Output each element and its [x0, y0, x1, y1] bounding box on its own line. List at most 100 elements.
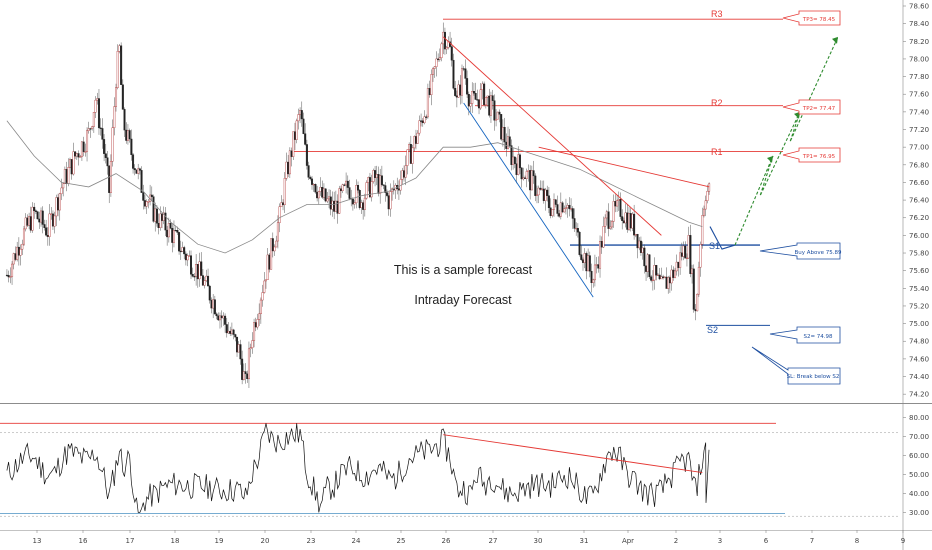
- candle-down: [420, 120, 423, 122]
- candle-down: [648, 254, 651, 277]
- sl-text: SL: Break below S2: [787, 374, 840, 380]
- candle-down: [382, 184, 385, 186]
- candle-up: [48, 213, 51, 237]
- candle-down: [515, 163, 518, 175]
- candle-up: [109, 161, 112, 193]
- candle-up: [253, 322, 256, 341]
- candle-down: [210, 299, 213, 309]
- candle-down: [150, 194, 153, 197]
- annotation-sample-forecast: This is a sample forecast: [394, 263, 533, 277]
- candle-down: [193, 276, 196, 278]
- candle-up: [496, 111, 499, 120]
- candle-down: [208, 285, 211, 301]
- candle-down: [498, 111, 501, 115]
- candle-down: [694, 309, 697, 312]
- candle-down: [343, 184, 346, 186]
- candle-down: [38, 218, 41, 223]
- candle-down: [542, 188, 545, 201]
- candle-up: [75, 153, 78, 157]
- candle-down: [121, 84, 124, 110]
- candle-down: [236, 336, 239, 353]
- candle-up: [188, 255, 191, 257]
- candle-up: [411, 147, 414, 164]
- candle-down: [385, 192, 388, 196]
- candle-down: [677, 261, 680, 268]
- candle-down: [169, 223, 172, 229]
- candle-up: [551, 209, 554, 216]
- candle-up: [198, 261, 201, 280]
- candle-up: [86, 130, 89, 152]
- candle-down: [362, 202, 365, 210]
- candle-down: [680, 252, 683, 257]
- candle-down: [581, 259, 584, 263]
- x-tick-label: 8: [855, 537, 859, 545]
- candle-down: [179, 250, 182, 253]
- x-tick-label: 20: [261, 537, 270, 545]
- candle-down: [178, 232, 181, 252]
- candle-up: [696, 293, 699, 312]
- candle-down: [268, 254, 271, 270]
- candle-down: [607, 211, 610, 229]
- candle-up: [537, 187, 540, 196]
- candle-up: [68, 159, 71, 168]
- candle-down: [421, 120, 424, 124]
- candle-up: [704, 200, 707, 210]
- candle-up: [616, 200, 619, 207]
- candle-down: [339, 188, 342, 192]
- candle-up: [522, 177, 525, 180]
- candle-down: [348, 187, 351, 199]
- candle-down: [614, 201, 617, 207]
- candle-up: [559, 202, 562, 217]
- candle-up: [205, 275, 208, 281]
- candle-up: [218, 315, 221, 321]
- candle-up: [438, 57, 441, 60]
- target-box-s2: S2= 74.98: [769, 326, 841, 344]
- candle-down: [128, 130, 131, 140]
- candle-up: [408, 144, 411, 150]
- candle-up: [602, 226, 605, 248]
- candle-up: [31, 206, 34, 231]
- x-tick-label: 6: [764, 537, 769, 545]
- candle-down: [106, 157, 109, 167]
- candle-down: [302, 118, 305, 134]
- price-tick-label: 78.20: [909, 38, 929, 46]
- candle-down: [443, 31, 446, 50]
- candle-down: [462, 68, 465, 70]
- candle-up: [481, 83, 484, 90]
- candle-up: [84, 151, 87, 153]
- candle-up: [486, 95, 489, 98]
- candle-down: [82, 141, 85, 153]
- price-tick-label: 78.60: [909, 3, 929, 11]
- candle-down: [155, 208, 158, 224]
- candle-up: [60, 187, 63, 195]
- candle-down: [658, 274, 661, 280]
- price-tick-label: 76.00: [909, 232, 929, 240]
- candle-up: [442, 31, 445, 45]
- candle-up: [118, 45, 121, 52]
- candle-up: [92, 112, 95, 127]
- candle-down: [51, 213, 54, 227]
- candle-down: [650, 276, 653, 281]
- candle-down: [684, 245, 687, 259]
- candle-up: [553, 199, 556, 210]
- candle-down: [539, 187, 542, 190]
- candle-up: [479, 89, 482, 109]
- candle-up: [527, 170, 530, 172]
- candle-up: [641, 247, 644, 253]
- x-tick-label: 2: [674, 537, 678, 545]
- candle-down: [573, 218, 576, 229]
- x-tick-label: 13: [33, 537, 42, 545]
- candle-up: [604, 217, 607, 227]
- candle-up: [628, 213, 631, 230]
- candle-up: [247, 348, 250, 380]
- trendline-1: [442, 36, 662, 236]
- x-tick-label: 25: [397, 537, 406, 545]
- candle-up: [63, 169, 66, 184]
- candle-up: [653, 265, 656, 281]
- candle-down: [314, 183, 317, 193]
- candle-up: [416, 132, 419, 144]
- price-tick-label: 76.60: [909, 179, 929, 187]
- candle-up: [595, 264, 598, 266]
- candle-up: [575, 228, 578, 230]
- candle-down: [425, 116, 428, 118]
